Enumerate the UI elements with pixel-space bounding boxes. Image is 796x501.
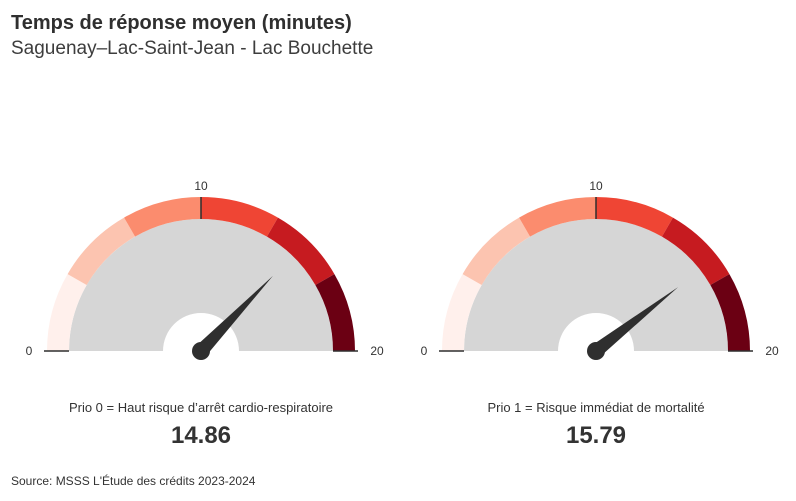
gauge-band xyxy=(47,274,87,351)
gauge-tick-label: 10 xyxy=(194,179,208,193)
gauge-svg-prio-0: 0 10 20 xyxy=(26,179,384,360)
gauge-band xyxy=(67,217,136,286)
gauge-band xyxy=(124,197,201,237)
gauge-band xyxy=(201,197,278,237)
gauge-band xyxy=(661,217,730,286)
gauge-band xyxy=(596,197,673,237)
gauge-tick-label: 10 xyxy=(589,179,603,193)
chart-subtitle: Saguenay–Lac-Saint-Jean - Lac Bouchette xyxy=(11,38,374,59)
chart-header: Temps de réponse moyen (minutes) Saguena… xyxy=(11,9,373,61)
gauge-caption: Prio 0 = Haut risque d’arrêt cardio-resp… xyxy=(68,400,334,415)
gauge-needle-hub xyxy=(587,342,605,360)
gauge-value: 15.79 xyxy=(565,422,627,449)
chart-title: Temps de réponse moyen (minutes) xyxy=(11,12,352,34)
gauge-background-arc xyxy=(69,219,333,351)
gauge-value: 14.86 xyxy=(170,422,232,449)
gauge-tick-label: 20 xyxy=(765,344,779,358)
gauge-tick-label: 20 xyxy=(370,344,384,358)
gauge-caption: Prio 1 = Risque immédiat de mortalité xyxy=(487,400,705,415)
gauge-band xyxy=(462,217,531,286)
gauge-band xyxy=(710,274,750,351)
gauges-container: 0 10 20 Prio 0 = Haut risque d’arrêt cardi… xyxy=(0,160,796,460)
gauge-needle xyxy=(591,287,679,357)
gauge-band xyxy=(442,274,482,351)
source-note: Source: MSSS L'Étude des crédits 2023-20… xyxy=(11,474,256,488)
gauge-band xyxy=(519,197,596,237)
gauge-needle xyxy=(195,275,273,356)
gauge-prio-0: 0 10 20 Prio 0 = Haut risque d’arrêt cardi… xyxy=(3,160,399,460)
gauge-needle-hub xyxy=(192,342,210,360)
gauge-background-arc xyxy=(464,219,728,351)
gauge-tick-label: 0 xyxy=(421,344,428,358)
gauge-tick-label: 0 xyxy=(26,344,33,358)
gauge-band xyxy=(315,274,355,351)
gauge-band xyxy=(266,217,335,286)
gauge-svg-prio-1: 0 10 20 xyxy=(421,179,779,360)
gauge-prio-1: 0 10 20 Prio 1 = Risque immédiat de mortal… xyxy=(398,160,794,460)
